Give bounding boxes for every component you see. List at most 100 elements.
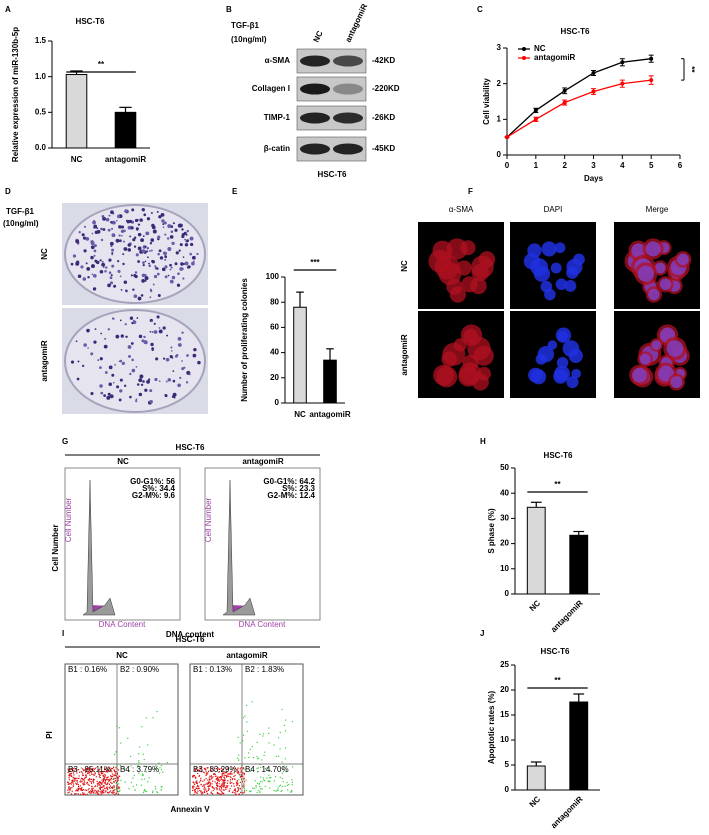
dot-red xyxy=(243,781,246,783)
dot-red xyxy=(226,785,228,787)
dot-red xyxy=(202,792,204,794)
dot-red xyxy=(211,783,213,785)
dot-green xyxy=(281,785,283,788)
dot-red xyxy=(103,790,105,792)
x-tick-label: antagomiR xyxy=(549,598,585,634)
dot-green xyxy=(248,756,250,759)
colony-dot xyxy=(90,255,94,260)
y-axis-label: S phase (%) xyxy=(487,508,496,554)
data-line xyxy=(506,79,652,138)
dot-red xyxy=(106,783,108,785)
colony-dot xyxy=(140,238,144,243)
dot-red xyxy=(195,767,198,769)
dot-red xyxy=(200,780,202,782)
cell-red xyxy=(453,338,468,352)
colony-dot xyxy=(83,225,87,228)
dot-red xyxy=(77,788,79,790)
dot-green xyxy=(281,777,283,780)
dot-red xyxy=(90,781,92,783)
dot-red xyxy=(72,776,74,778)
dot-red xyxy=(84,771,87,773)
significance-label: ** xyxy=(554,480,561,489)
dot-red xyxy=(115,767,117,769)
dot-red xyxy=(111,767,113,770)
dot-red xyxy=(227,767,229,769)
dot-green xyxy=(260,776,262,778)
dot-red xyxy=(68,777,70,779)
colony-dot xyxy=(108,258,112,262)
dot-red xyxy=(83,779,85,781)
colony-dot xyxy=(135,227,139,231)
dot-red xyxy=(105,787,108,789)
dot-green xyxy=(273,744,275,746)
dot-red xyxy=(239,788,242,790)
dot-red xyxy=(237,789,239,792)
dot-green xyxy=(141,778,143,781)
colony-dot xyxy=(134,271,138,274)
colony-dot xyxy=(124,209,128,213)
dot-red xyxy=(226,782,229,784)
dot-red xyxy=(206,773,208,775)
dot-red xyxy=(221,773,223,775)
dot-red xyxy=(212,780,214,782)
dot-red xyxy=(117,787,119,790)
dot-red xyxy=(85,774,87,776)
dot-red xyxy=(94,786,96,788)
dot-red xyxy=(221,783,224,785)
dot-red xyxy=(242,772,244,774)
x-tick-label: NC xyxy=(71,155,83,164)
colony-dot xyxy=(107,328,110,331)
dot-red xyxy=(196,787,198,789)
dot-red xyxy=(102,770,104,773)
dot-red xyxy=(100,786,102,788)
dot-red xyxy=(231,779,233,781)
dot-red xyxy=(107,771,109,773)
colony-dot xyxy=(184,238,187,241)
data-point xyxy=(562,100,567,105)
colony-dot xyxy=(81,233,85,237)
dot-red xyxy=(93,779,95,781)
dot-red xyxy=(243,786,245,788)
colony-dot xyxy=(93,340,97,344)
dot-red xyxy=(100,782,103,784)
colony-dot xyxy=(83,249,87,253)
colony-dot xyxy=(150,320,153,323)
dot-red xyxy=(113,789,115,792)
dot-red xyxy=(222,781,224,783)
cell-blue xyxy=(544,288,556,301)
dot-red xyxy=(72,780,74,782)
dot-green xyxy=(280,790,282,793)
colony-dot xyxy=(144,388,148,392)
dot-red xyxy=(196,782,198,784)
colony-dot xyxy=(105,217,110,222)
y-axis-label: Cell viability xyxy=(482,78,491,125)
size-label: -220KD xyxy=(372,84,400,93)
stat-label: G2-M%: 12.4 xyxy=(267,491,315,500)
dot-green xyxy=(279,748,281,750)
dot-red xyxy=(69,782,71,785)
colony-dot xyxy=(134,274,138,279)
dot-red xyxy=(88,767,90,769)
dot-red xyxy=(215,778,217,780)
quadrant-label: B1 : 0.16% xyxy=(68,665,107,674)
dot-green xyxy=(245,779,247,781)
colony-dot xyxy=(164,265,168,269)
dot-green xyxy=(259,791,261,793)
dot-green xyxy=(114,753,116,756)
dot-red xyxy=(88,784,90,786)
dot-red xyxy=(98,787,100,789)
dot-green xyxy=(282,781,284,783)
panel-letter: H xyxy=(480,437,486,446)
dot-red xyxy=(104,781,106,783)
dot-red xyxy=(100,792,102,794)
dot-red xyxy=(209,784,211,786)
dot-red xyxy=(67,781,69,783)
dot-red xyxy=(192,786,194,788)
dot-red xyxy=(221,769,224,771)
cell-blue xyxy=(556,356,569,369)
dot-green xyxy=(142,753,144,755)
dot-red xyxy=(77,788,79,790)
dot-red xyxy=(221,774,223,776)
bar xyxy=(569,701,589,791)
dot-red xyxy=(91,787,93,790)
